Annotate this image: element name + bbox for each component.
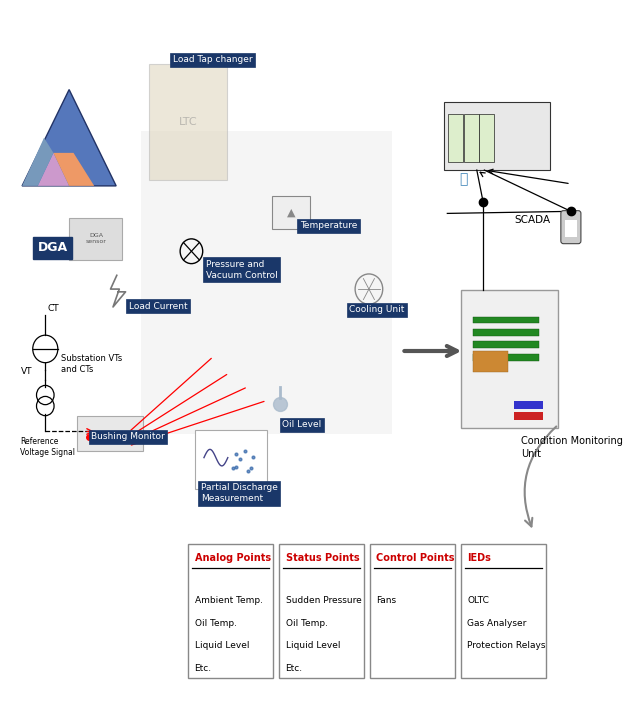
Bar	[473, 341, 539, 348]
Bar	[473, 354, 539, 361]
Text: SCADA: SCADA	[515, 215, 550, 225]
Polygon shape	[38, 153, 69, 186]
Text: Ambient Temp.: Ambient Temp.	[195, 596, 262, 605]
Text: Control Points: Control Points	[376, 552, 455, 562]
Point	[243, 465, 253, 477]
Text: Protection Relays: Protection Relays	[467, 642, 546, 650]
Text: Oil Temp.: Oil Temp.	[195, 618, 237, 628]
Text: Etc.: Etc.	[285, 664, 303, 673]
Text: Substation VTs
and CTs: Substation VTs and CTs	[61, 355, 122, 374]
Text: Oil Temp.: Oil Temp.	[285, 618, 328, 628]
Text: Pressure and
Vacuum Control: Pressure and Vacuum Control	[206, 260, 278, 280]
Text: Fans: Fans	[376, 596, 397, 605]
Text: Partial Discharge
Measurement: Partial Discharge Measurement	[201, 484, 278, 503]
FancyBboxPatch shape	[188, 543, 273, 678]
Point	[240, 446, 250, 457]
Bar	[473, 351, 508, 371]
FancyBboxPatch shape	[273, 196, 310, 230]
Text: Liquid Level: Liquid Level	[195, 642, 249, 650]
Text: OLTC: OLTC	[467, 596, 489, 605]
Point	[230, 461, 241, 472]
Text: Load Current: Load Current	[129, 302, 188, 311]
Text: DGA: DGA	[38, 241, 68, 254]
Bar	[515, 402, 543, 409]
Bar	[473, 317, 539, 324]
Text: 👤: 👤	[459, 172, 467, 186]
Polygon shape	[22, 90, 116, 186]
Polygon shape	[54, 153, 94, 186]
Bar	[473, 329, 539, 336]
Text: Etc.: Etc.	[195, 664, 212, 673]
Text: Condition Monitoring
Unit: Condition Monitoring Unit	[521, 436, 623, 459]
FancyBboxPatch shape	[195, 430, 267, 489]
FancyBboxPatch shape	[479, 114, 494, 162]
FancyBboxPatch shape	[279, 543, 364, 678]
FancyBboxPatch shape	[461, 291, 558, 428]
Text: CT: CT	[48, 304, 60, 313]
Point	[230, 449, 241, 460]
FancyBboxPatch shape	[77, 416, 143, 451]
Point	[236, 453, 246, 465]
FancyBboxPatch shape	[463, 114, 479, 162]
FancyBboxPatch shape	[448, 114, 463, 162]
FancyBboxPatch shape	[69, 218, 122, 260]
Bar	[565, 220, 577, 237]
Text: LTC: LTC	[179, 117, 198, 127]
Text: Cooling Unit: Cooling Unit	[349, 305, 405, 314]
Text: Reference
Voltage Signal: Reference Voltage Signal	[20, 437, 75, 457]
Text: BM: BM	[104, 430, 115, 437]
FancyBboxPatch shape	[461, 543, 546, 678]
Text: Sudden Pressure: Sudden Pressure	[285, 596, 361, 605]
Point	[246, 462, 257, 473]
Text: IEDs: IEDs	[467, 552, 492, 562]
Polygon shape	[22, 138, 54, 186]
Point	[248, 451, 258, 463]
Text: Temperature: Temperature	[300, 221, 357, 230]
FancyBboxPatch shape	[561, 211, 581, 244]
Bar	[515, 411, 543, 420]
FancyBboxPatch shape	[149, 64, 227, 180]
Text: Gas Analyser: Gas Analyser	[467, 618, 527, 628]
Text: Bushing Monitor: Bushing Monitor	[91, 432, 165, 442]
Text: ▲: ▲	[287, 208, 296, 218]
Text: Oil Level: Oil Level	[282, 420, 322, 429]
FancyBboxPatch shape	[141, 131, 392, 434]
Text: Analog Points: Analog Points	[195, 552, 271, 562]
FancyBboxPatch shape	[444, 102, 550, 170]
Text: Status Points: Status Points	[285, 552, 359, 562]
Text: Load Tap changer: Load Tap changer	[173, 55, 252, 65]
Text: Liquid Level: Liquid Level	[285, 642, 340, 650]
FancyBboxPatch shape	[370, 543, 455, 678]
Point	[228, 462, 239, 473]
Text: DGA
sensor: DGA sensor	[86, 234, 106, 244]
Text: VT: VT	[21, 367, 33, 376]
